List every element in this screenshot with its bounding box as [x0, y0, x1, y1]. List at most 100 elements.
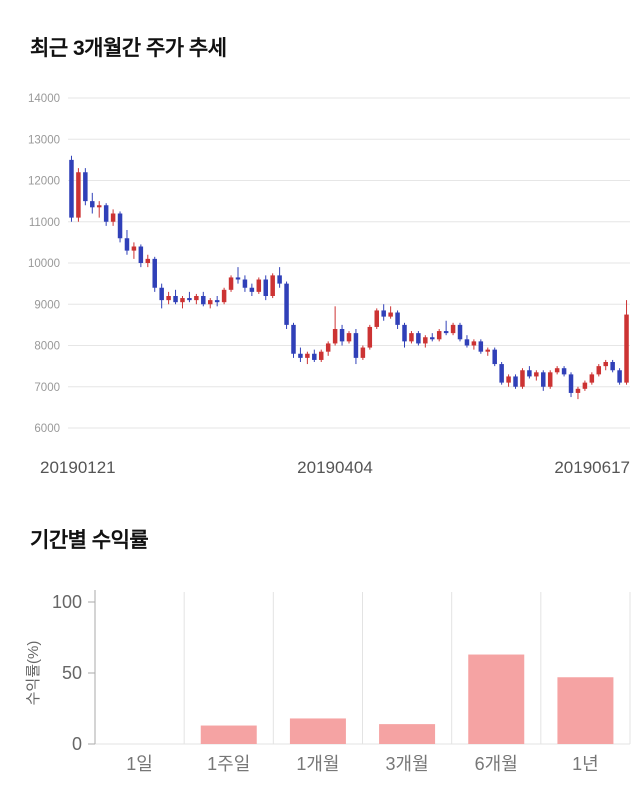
candle-down [312, 353, 317, 360]
y-tick-label: 10000 [28, 258, 60, 270]
candle-down [117, 213, 123, 239]
candle-up [180, 298, 185, 303]
candle-down [83, 172, 88, 202]
candle-down [416, 333, 421, 344]
bar [379, 724, 436, 744]
candle-up [194, 296, 199, 301]
x-axis-labels: 20190121 20190404 20190617 [0, 450, 640, 478]
candle-up [374, 310, 380, 327]
x-axis-label-end: 20190617 [554, 458, 630, 477]
candle-up [582, 382, 588, 389]
bar [200, 725, 257, 744]
candle-up [360, 347, 366, 358]
candle-down [561, 368, 567, 375]
y-axis-title: 수익률(%) [25, 641, 42, 706]
candle-up [270, 275, 275, 296]
returns-chart-title: 기간별 수익률 [30, 529, 149, 552]
category-label: 1년 [572, 754, 599, 774]
candle-down [395, 312, 400, 325]
candle-down [159, 287, 164, 301]
y-tick-label: 8000 [34, 341, 60, 353]
category-label: 1일 [126, 754, 153, 774]
bar [468, 654, 525, 744]
candle-down [249, 287, 255, 292]
candle-down [527, 370, 532, 377]
candle-up [305, 353, 310, 358]
y-tick-label: 11000 [29, 217, 60, 229]
candle-down [381, 310, 386, 317]
candlestick-chart: 6000 7000 8000 9000 10000 11000 12000 13000 1400… [28, 93, 630, 435]
candle-down [69, 159, 74, 218]
returns-bar-chart: 0 50 100 수익률(%) 1일 1주일 1개월 3개월 6개월 1년 [25, 590, 631, 774]
candle-up [228, 277, 234, 290]
candle-down [124, 238, 130, 251]
candle-up [367, 326, 373, 348]
y-tick-label: 9000 [34, 299, 60, 311]
x-axis-label-middle: 20190404 [297, 458, 373, 477]
bar [289, 718, 346, 744]
candle-down [277, 275, 282, 284]
candle-up [318, 351, 324, 360]
candle-down [263, 279, 268, 296]
candle-up [624, 314, 629, 383]
category-label: 3개월 [386, 754, 429, 774]
candle-down [478, 341, 484, 352]
candle-up [436, 331, 442, 340]
candle-down [298, 353, 303, 358]
candle-down [499, 364, 504, 383]
candle-down [513, 376, 518, 387]
candle-down [173, 296, 178, 303]
candle-down [402, 324, 407, 342]
candle-down [492, 349, 497, 365]
candle-down [339, 329, 345, 342]
candle-up [110, 213, 116, 222]
candle-down [617, 370, 622, 383]
candle-down [214, 300, 220, 303]
candle-down [138, 246, 144, 263]
candle-down [291, 324, 296, 354]
candle-up [554, 368, 560, 373]
candle-up [325, 343, 331, 352]
candle-up [534, 372, 539, 377]
candle-down [242, 279, 248, 288]
candle-down [235, 277, 241, 280]
candle-up [603, 362, 608, 367]
candle-up [575, 388, 581, 393]
candle-up [145, 258, 151, 263]
y-tick-label: 50 [62, 663, 82, 683]
candle-up [423, 337, 428, 344]
candle-down [568, 374, 574, 393]
candle-down [353, 333, 359, 358]
candle-down [443, 331, 449, 334]
candle-up [520, 370, 525, 387]
x-axis-label-start: 20190121 [40, 458, 116, 477]
candle-down [457, 324, 463, 340]
candle-down [152, 258, 157, 288]
candle-down [284, 283, 289, 325]
candle-down [430, 337, 435, 340]
candle-up [450, 324, 456, 334]
candle-up [221, 289, 227, 303]
candle-up [332, 329, 338, 344]
candle-up [409, 333, 414, 342]
candle-down [541, 372, 546, 387]
candle-up [166, 296, 171, 301]
candle-up [346, 333, 352, 342]
category-label: 1개월 [296, 754, 339, 774]
candle-up [207, 300, 213, 305]
candle-up [506, 376, 511, 383]
y-tick-label: 12000 [28, 176, 60, 188]
candle-down [610, 362, 615, 371]
candle-up [485, 349, 491, 352]
bar [557, 677, 614, 744]
y-tick-label: 100 [52, 592, 82, 612]
candle-up [471, 341, 477, 346]
price-chart-title: 최근 3개월간 주가 추세 [30, 37, 227, 60]
candle-up [96, 205, 102, 208]
candle-down [90, 201, 95, 208]
candle-down [187, 298, 192, 301]
y-tick-label: 14000 [28, 93, 60, 105]
candle-up [388, 312, 393, 317]
category-label: 1주일 [207, 754, 250, 774]
